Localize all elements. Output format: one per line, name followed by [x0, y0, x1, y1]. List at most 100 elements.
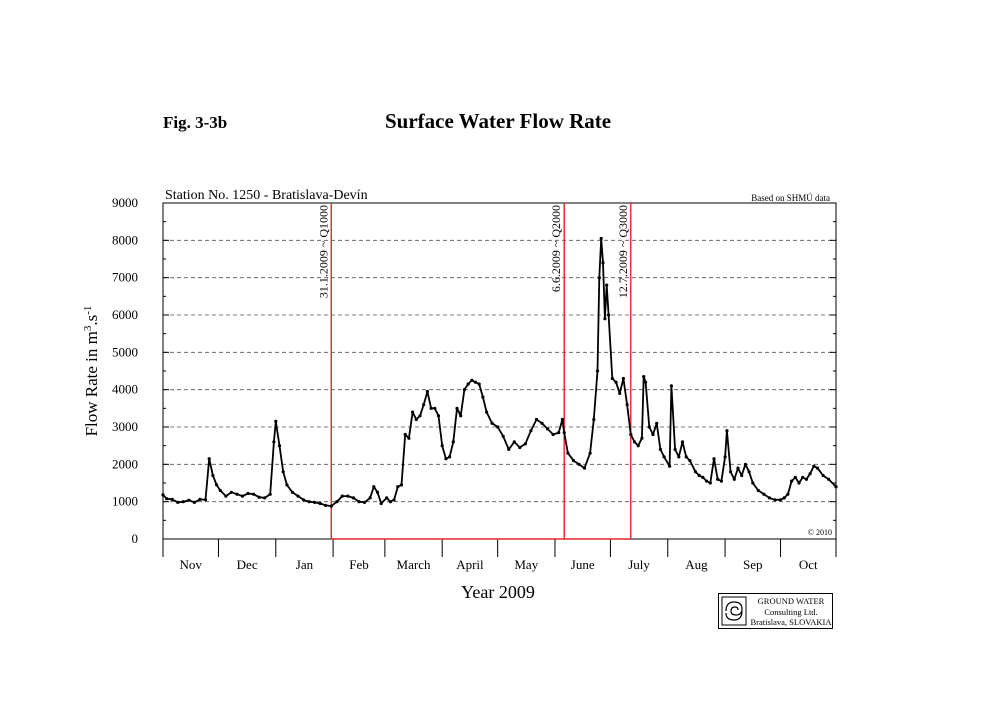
flow-data-point: [647, 425, 651, 429]
flow-data-point: [229, 490, 233, 494]
plot-frame: [162, 202, 837, 540]
x-month-label: Oct: [799, 557, 818, 572]
event-label: 6.6.2009 ~ Q2000: [549, 205, 563, 292]
flow-data-point: [165, 497, 169, 501]
flow-data-point: [618, 391, 622, 395]
flow-data-point: [540, 421, 544, 425]
flow-data-point: [496, 425, 500, 429]
flow-data-point: [740, 473, 744, 478]
flow-data-point: [485, 410, 489, 414]
flow-data-point: [790, 479, 794, 483]
flow-data-point: [444, 457, 448, 461]
flow-data-point: [629, 432, 633, 437]
flow-data-point: [215, 483, 219, 487]
flow-data-point: [808, 472, 812, 476]
flow-data-point: [529, 429, 533, 433]
flow-data-point: [773, 498, 777, 502]
flow-data-point: [268, 492, 272, 496]
y-tick-label: 7000: [112, 270, 138, 285]
flow-data-point: [192, 500, 196, 504]
flow-data-point: [786, 492, 790, 496]
flow-data-point: [621, 376, 626, 381]
flow-data-point: [388, 500, 392, 504]
flow-data-point: [743, 462, 748, 466]
x-month-label: Feb: [349, 557, 369, 572]
flow-data-point: [716, 477, 720, 481]
flow-data-point: [481, 395, 485, 399]
x-axis-label: Year 2009: [461, 582, 535, 602]
flow-data-point: [418, 414, 422, 418]
flow-data-point: [329, 504, 333, 508]
flow-data-point: [636, 444, 640, 448]
flow-data-point: [512, 440, 516, 444]
flow-data-point: [747, 470, 751, 474]
flow-data-point: [501, 434, 505, 438]
logo-line-3: Bratislava, SLOVAKIA: [750, 617, 832, 627]
flow-data-point: [668, 464, 672, 468]
flow-data-point: [518, 445, 522, 450]
flow-data-point: [762, 492, 766, 496]
flow-data-point: [632, 440, 637, 444]
event-label: 31.1.2009 ~ Q1000: [316, 205, 330, 298]
y-tick-label: 1000: [112, 494, 138, 509]
flow-data-point: [507, 447, 511, 451]
flow-data-point: [459, 414, 463, 418]
flow-data-point: [723, 455, 727, 459]
flow-data-point: [610, 376, 614, 381]
flow-data-point: [274, 419, 278, 423]
flow-data-point: [181, 500, 185, 504]
flow-data-point: [257, 495, 261, 499]
flow-data-point: [603, 317, 607, 321]
y-tick-label: 5000: [112, 344, 138, 359]
flow-data-point: [640, 436, 644, 440]
company-logo: GROUND WATER Consulting Ltd. Bratislava,…: [718, 593, 833, 629]
flow-data-point: [767, 496, 772, 500]
flow-data-point: [815, 466, 820, 470]
y-tick-label: 0: [132, 531, 139, 546]
flow-data-point: [425, 389, 429, 394]
logo-line-1: GROUND WATER: [757, 596, 825, 606]
flow-data-point: [834, 485, 838, 489]
flow-data-point: [607, 313, 611, 317]
flow-data-point: [684, 455, 688, 459]
flow-data-point: [462, 388, 466, 392]
flow-data-point: [605, 283, 609, 287]
flow-data-point: [263, 496, 267, 500]
flow-data-point: [277, 444, 282, 448]
flow-data-point: [680, 440, 685, 444]
flow-data-point: [719, 479, 724, 483]
flow-data-point: [281, 470, 285, 474]
flow-data-point: [433, 406, 437, 410]
y-tick-label: 3000: [112, 419, 138, 434]
flow-data-point: [176, 500, 180, 504]
flow-data-point: [218, 488, 222, 493]
flow-data-point: [592, 417, 596, 422]
flow-data-point: [368, 496, 372, 500]
y-tick-label: 2000: [112, 456, 138, 471]
flow-data-point: [252, 492, 256, 496]
flow-data-point: [595, 369, 600, 373]
flow-data-point: [466, 382, 470, 386]
flow-data-point: [379, 501, 383, 506]
flow-data-point: [571, 459, 576, 463]
flow-data-point: [756, 488, 760, 493]
flow-data-point: [187, 498, 191, 502]
flow-data-point: [470, 378, 474, 382]
x-month-label: Nov: [180, 557, 203, 572]
flow-data-point: [313, 500, 317, 504]
figure-label: Fig. 3-3b: [163, 113, 228, 132]
flow-data-point: [673, 447, 677, 451]
flow-data-point: [207, 457, 211, 461]
x-month-label: April: [456, 557, 484, 572]
flow-data-point: [644, 380, 648, 384]
flow-data-point: [362, 500, 367, 504]
flow-data-point: [712, 457, 716, 461]
grid-layer: [163, 239, 836, 503]
flow-data-point: [392, 498, 396, 502]
flow-data-point: [658, 447, 663, 451]
flow-data-point: [778, 498, 783, 502]
flow-data-point: [599, 236, 603, 241]
y-tick-label: 4000: [112, 382, 138, 397]
copyright-note: © 2010: [808, 528, 832, 537]
